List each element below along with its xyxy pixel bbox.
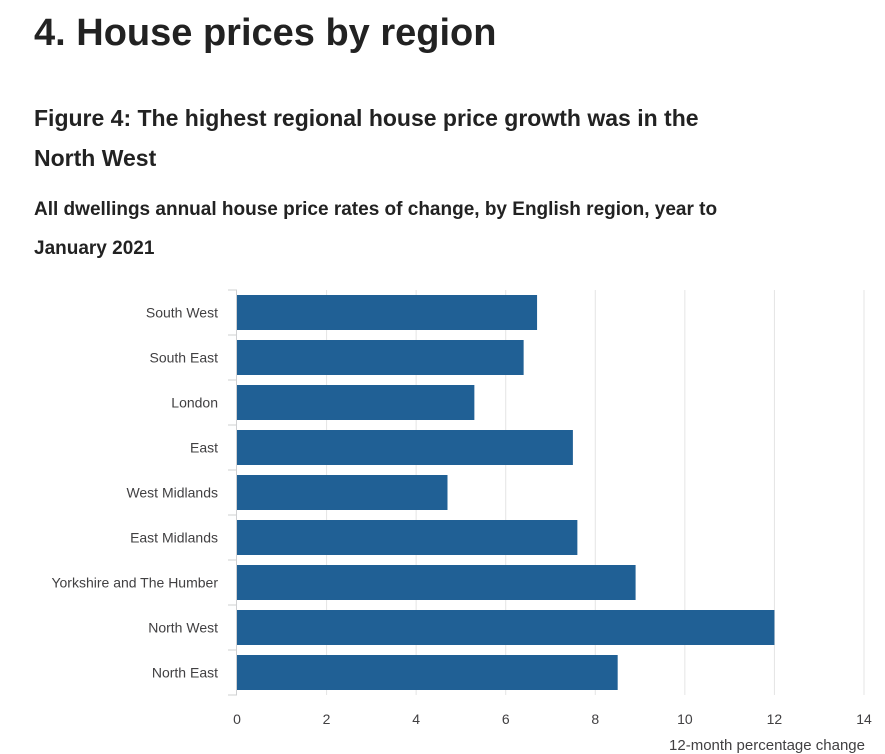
x-tick-label: 14 <box>856 711 872 727</box>
bar <box>237 520 578 555</box>
section-title: 4. House prices by region <box>34 12 497 54</box>
bar <box>237 475 448 510</box>
bar-chart: South West South East London East West Midla… <box>51 289 872 754</box>
bar <box>237 385 475 420</box>
bar <box>237 340 524 375</box>
x-tick-label: 8 <box>591 711 599 727</box>
x-tick-label: 2 <box>323 711 331 727</box>
category-labels: South West South East London East West Midla… <box>51 305 218 681</box>
bar <box>237 295 538 330</box>
x-axis-title: 12-month percentage change <box>669 737 865 754</box>
category-label: East Midlands <box>130 530 218 546</box>
category-label: South West <box>146 305 218 321</box>
figure-title: Figure 4: The highest regional house pri… <box>34 105 699 171</box>
x-tick-label: 12 <box>767 711 783 727</box>
bar <box>237 565 636 600</box>
bar <box>237 430 573 465</box>
category-label: North West <box>148 620 218 636</box>
x-tick-label: 4 <box>412 711 420 727</box>
bars <box>237 295 775 690</box>
category-label: South East <box>150 350 219 366</box>
x-tick-label: 0 <box>233 711 241 727</box>
category-label: East <box>190 440 218 456</box>
figure-subtitle: All dwellings annual house price rates o… <box>34 199 718 259</box>
category-label: North East <box>152 665 218 681</box>
x-tick-label: 10 <box>677 711 693 727</box>
category-label: West Midlands <box>126 485 218 501</box>
y-axis <box>228 289 237 696</box>
bar <box>237 610 775 645</box>
bar <box>237 655 618 690</box>
category-label: London <box>171 395 218 411</box>
x-tick-label: 6 <box>502 711 510 727</box>
x-tick-labels: 0 2 4 6 8 10 12 14 <box>233 711 872 727</box>
category-label: Yorkshire and The Humber <box>51 575 218 591</box>
